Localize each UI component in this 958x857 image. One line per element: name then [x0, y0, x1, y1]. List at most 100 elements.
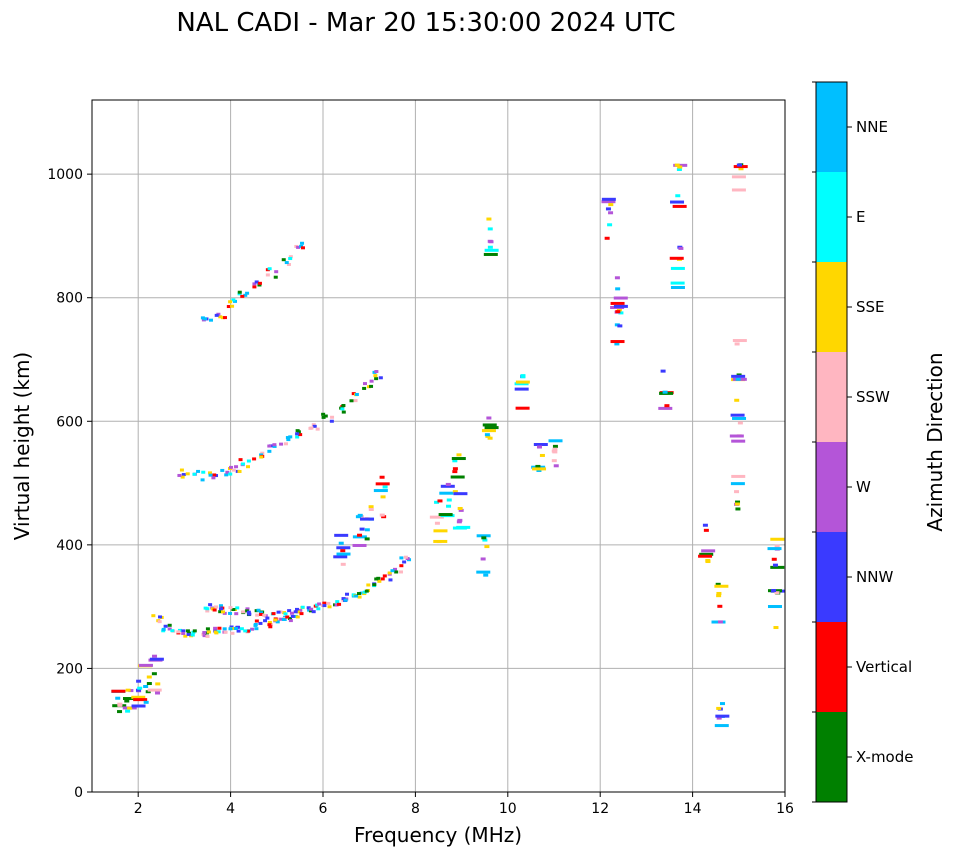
- ionogram-echo: [125, 709, 131, 713]
- ionogram-echo: [192, 629, 197, 633]
- ionogram-echo: [226, 305, 231, 309]
- ionogram-echo: [770, 537, 785, 541]
- ionogram-echo: [273, 618, 278, 622]
- ionogram-echo: [703, 528, 709, 532]
- ionogram-echo: [354, 594, 359, 598]
- ionogram-echo: [155, 691, 161, 695]
- ionogram-echo: [234, 612, 239, 616]
- ionogram-echo: [205, 609, 210, 613]
- ionogram-echo: [268, 625, 273, 629]
- ionogram-echo: [715, 714, 730, 718]
- ionogram-echo: [111, 689, 126, 693]
- ionogram-echo: [658, 406, 673, 410]
- ionogram-echo: [239, 627, 244, 631]
- x-tick-label: 2: [134, 801, 143, 817]
- ionogram-echo: [705, 558, 711, 562]
- ionogram-echo: [214, 631, 219, 635]
- ionogram-echo: [604, 236, 610, 240]
- ionogram-echo: [699, 552, 714, 556]
- ionogram-echo: [553, 464, 559, 468]
- ionogram-echo: [247, 612, 252, 616]
- ionogram-echo: [151, 672, 157, 676]
- ionogram-echo: [373, 374, 378, 378]
- x-tick-label: 6: [319, 801, 328, 817]
- ionogram-echo: [138, 663, 153, 667]
- ionogram-echo: [398, 570, 403, 574]
- ionogram-echo: [181, 473, 186, 477]
- ionogram-echo: [536, 445, 542, 449]
- ionogram-echo: [735, 377, 741, 381]
- ionogram-echo: [252, 457, 257, 461]
- ionogram-echo: [117, 710, 123, 714]
- ionogram-echo: [202, 634, 207, 638]
- ionogram-echo: [437, 499, 443, 503]
- ionogram-echo: [368, 505, 374, 509]
- ionogram-echo: [276, 617, 281, 621]
- ionogram-echo: [208, 318, 213, 322]
- ionogram-echo: [482, 538, 488, 542]
- ionogram-echo: [715, 582, 721, 586]
- ionogram-echo: [731, 474, 746, 478]
- ionogram-echo: [377, 579, 382, 583]
- ionogram-echo: [218, 315, 223, 319]
- ionogram-echo: [486, 416, 492, 420]
- ionogram-echo: [610, 340, 625, 344]
- ionogram-echo: [340, 562, 346, 566]
- y-axis-label: Virtual height (km): [10, 352, 34, 541]
- ionogram-echo: [551, 449, 557, 453]
- ionogram-echo: [364, 528, 370, 532]
- ionogram-echo: [452, 459, 458, 463]
- ionogram-echo: [125, 688, 131, 692]
- ionogram-echo: [252, 285, 257, 289]
- ionogram-echo: [300, 241, 305, 245]
- ionogram-echo: [452, 490, 458, 494]
- colorbar-tick-label: SSE: [856, 298, 885, 316]
- ionogram-echo: [181, 631, 186, 635]
- ionogram-echo: [245, 629, 250, 633]
- ionogram-echo: [205, 607, 210, 611]
- ionogram-echo: [186, 632, 191, 636]
- ionogram-echo: [601, 200, 616, 204]
- ionogram-echo: [614, 323, 620, 327]
- ionogram-echo: [271, 612, 276, 616]
- ionogram-echo: [364, 537, 370, 541]
- ionogram-echo: [515, 380, 530, 384]
- ionogram-echo: [773, 626, 779, 630]
- ionogram-echo: [381, 515, 387, 519]
- ionogram-echo: [672, 204, 687, 208]
- ionogram-echo: [243, 629, 248, 633]
- ionogram-echo: [311, 610, 316, 614]
- ionogram-echo: [218, 604, 223, 608]
- ionogram-echo: [196, 469, 201, 473]
- ionogram-echo: [208, 473, 213, 477]
- ionogram-echo: [336, 552, 351, 556]
- ionogram-echo: [536, 468, 542, 472]
- ionogram-echo: [296, 430, 301, 434]
- ionogram-echo: [284, 261, 289, 265]
- ionogram-echo: [729, 434, 744, 438]
- ionogram-echo: [274, 270, 279, 274]
- ionogram-echo: [124, 699, 130, 703]
- ionogram-echo: [309, 607, 314, 611]
- ionogram-echo: [341, 410, 346, 414]
- ionogram-echo: [357, 533, 363, 537]
- ionogram-echo: [222, 627, 227, 631]
- colorbar-segment: [816, 172, 847, 262]
- y-tick-label: 400: [56, 538, 83, 554]
- ionogram-echo: [257, 281, 262, 285]
- ionogram-echo: [552, 447, 558, 451]
- ionogram-echo: [167, 627, 172, 631]
- ionogram-echo: [241, 462, 246, 466]
- ionogram-echo: [206, 630, 211, 634]
- ionogram-echo: [366, 385, 371, 389]
- ionogram-echo: [613, 304, 628, 308]
- ionogram-echo: [216, 630, 221, 634]
- ionogram-echo: [357, 513, 363, 517]
- ionogram-echo: [279, 442, 284, 446]
- ionogram-echo: [286, 263, 291, 267]
- ionogram-echo: [719, 702, 725, 706]
- ionogram-echo: [117, 702, 123, 706]
- ionogram-echo: [299, 612, 304, 616]
- colorbar-segment: [816, 352, 847, 442]
- ionogram-echo: [289, 611, 294, 615]
